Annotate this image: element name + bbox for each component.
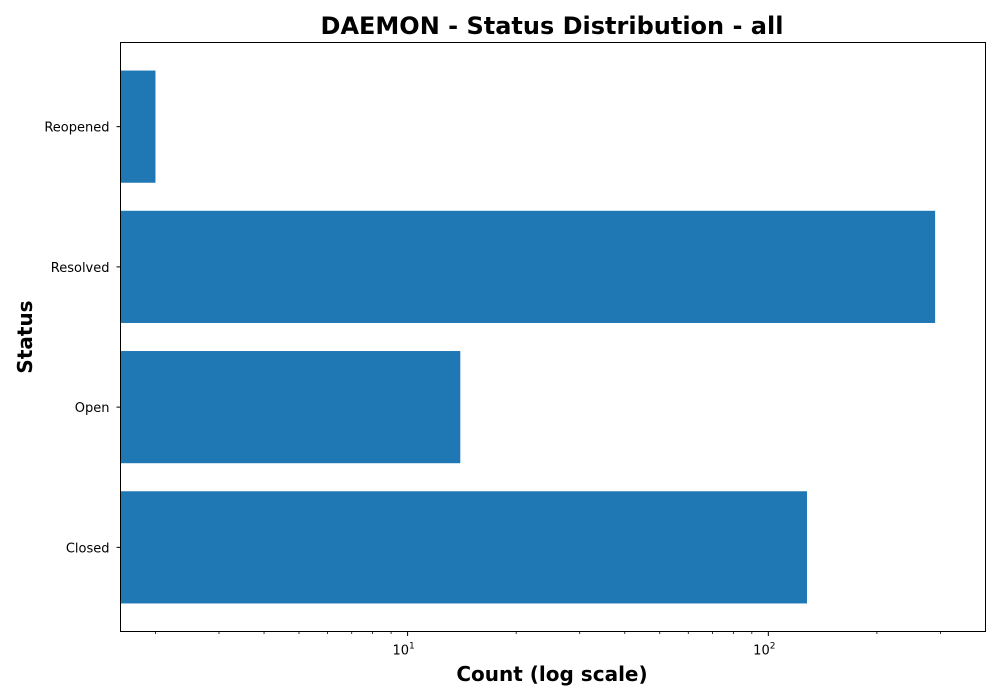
bar-closed	[120, 491, 807, 604]
y-tick-label-reopened: Reopened	[44, 121, 109, 136]
bar-open	[120, 351, 461, 464]
plot-frame	[120, 42, 986, 632]
bars-group	[120, 70, 936, 604]
chart-title: DAEMON - Status Distribution - all	[321, 12, 784, 40]
bar-resolved	[120, 210, 936, 323]
y-axis-label: Status	[13, 300, 37, 373]
y-axis: Closed Open Resolved Reopened	[44, 121, 121, 556]
y-tick-label-closed: Closed	[66, 541, 110, 556]
y-tick-label-resolved: Resolved	[51, 261, 110, 276]
y-tick-label-open: Open	[75, 401, 110, 416]
x-axis-label: Count (log scale)	[456, 662, 647, 686]
bar-reopened	[120, 70, 156, 183]
